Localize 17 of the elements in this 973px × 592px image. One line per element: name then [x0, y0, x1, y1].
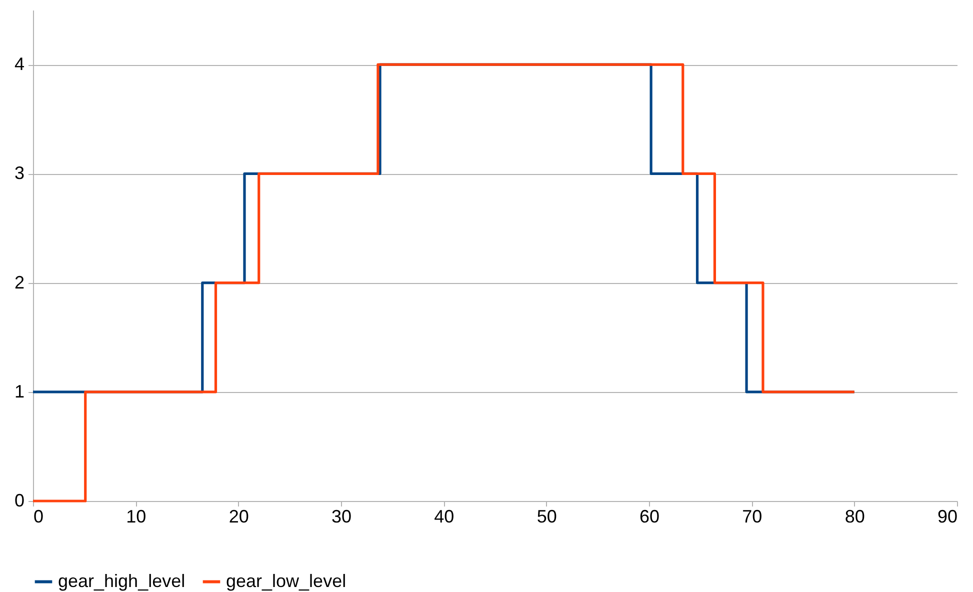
y-tick-label: 4 [14, 54, 24, 74]
legend-label: gear_high_level [58, 570, 186, 591]
y-tick-label: 0 [14, 490, 24, 510]
y-tick-label: 1 [14, 381, 24, 402]
x-tick-label: 90 [937, 506, 958, 526]
x-tick-label: 70 [742, 506, 762, 526]
y-tick-label: 3 [14, 163, 24, 184]
legend-label: gear_low_level [226, 570, 346, 591]
x-tick-label: 30 [331, 506, 352, 526]
y-tick-label: 2 [14, 272, 24, 292]
x-tick-label: 80 [844, 506, 865, 526]
x-tick-label: 50 [536, 506, 557, 526]
x-tick-label: 40 [434, 506, 454, 526]
x-tick-label: 10 [126, 506, 146, 526]
x-tick-label: 0 [34, 506, 44, 526]
x-tick-label: 20 [228, 506, 249, 526]
x-tick-label: 60 [639, 506, 660, 526]
